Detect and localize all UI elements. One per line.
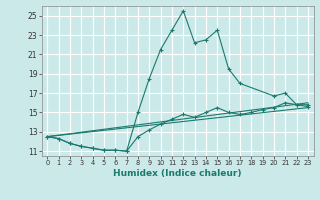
- X-axis label: Humidex (Indice chaleur): Humidex (Indice chaleur): [113, 169, 242, 178]
